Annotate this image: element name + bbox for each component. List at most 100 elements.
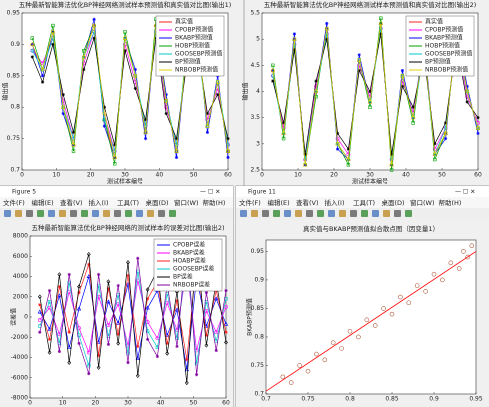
- toolbar-icon[interactable]: [328, 210, 335, 217]
- menu-item[interactable]: 帮助(H): [439, 198, 462, 207]
- marker: [87, 363, 91, 368]
- marker: [164, 332, 170, 337]
- menu-item[interactable]: 帮助(H): [203, 198, 226, 207]
- marker: [174, 149, 179, 154]
- toolbar-icon[interactable]: [361, 210, 368, 217]
- y-axis-label: 输出值: [2, 82, 10, 100]
- marker: [77, 291, 81, 295]
- toolbar-icon[interactable]: [169, 210, 176, 217]
- marker: [86, 274, 92, 278]
- marker: [77, 284, 81, 289]
- toolbar-icon[interactable]: [70, 210, 77, 217]
- menu-item[interactable]: 插入(I): [325, 198, 345, 207]
- menu-item[interactable]: 文件(F): [239, 198, 261, 207]
- marker: [115, 320, 121, 325]
- y-tick-label: -2000: [11, 334, 29, 341]
- window-controls[interactable]: — ☐ ✕: [200, 189, 220, 196]
- menu-item[interactable]: 桌面(D): [146, 198, 169, 207]
- y-tick-label: 8000: [13, 233, 28, 240]
- x-tick-label: 60: [224, 172, 232, 179]
- menu-item[interactable]: 窗口(W): [174, 198, 199, 207]
- menu-item[interactable]: 查看(V): [60, 198, 83, 207]
- toolbar-icon[interactable]: [295, 210, 302, 217]
- marker: [389, 162, 394, 167]
- toolbar-icon[interactable]: [240, 210, 247, 217]
- toolbar-icon[interactable]: [59, 210, 66, 217]
- toolbar-icon[interactable]: [92, 210, 99, 217]
- toolbar-icon[interactable]: [48, 210, 55, 217]
- toolbar-icon[interactable]: [372, 210, 379, 217]
- toolbar-icon[interactable]: [15, 210, 22, 217]
- marker: [145, 305, 150, 310]
- marker: [292, 42, 297, 47]
- toolbar-icon[interactable]: [26, 210, 33, 217]
- toolbar-icon[interactable]: [251, 210, 258, 217]
- marker: [223, 321, 229, 326]
- toolbar-icon[interactable]: [158, 210, 165, 217]
- menu-item[interactable]: 桌面(D): [382, 198, 405, 207]
- menu-item[interactable]: 工具(T): [353, 199, 375, 207]
- menu-item[interactable]: 工具(T): [117, 199, 139, 207]
- toolbar-icon[interactable]: [273, 210, 280, 217]
- marker: [30, 42, 34, 46]
- scatter-point: [456, 266, 462, 271]
- toolbar-icon[interactable]: [394, 210, 401, 217]
- menu-item[interactable]: 编辑(E): [268, 198, 290, 207]
- marker: [106, 342, 110, 346]
- toolbar-icon[interactable]: [136, 210, 143, 217]
- legend-label: HOABP误差: [173, 257, 206, 265]
- marker: [106, 279, 111, 284]
- marker: [281, 136, 286, 141]
- toolbar-icon[interactable]: [383, 210, 390, 217]
- menu-item[interactable]: 文件(F): [3, 198, 25, 207]
- marker: [214, 348, 218, 353]
- toolbar-icon[interactable]: [306, 210, 313, 217]
- marker: [325, 37, 329, 41]
- toolbar-icon[interactable]: [103, 210, 110, 217]
- toolbar-icon[interactable]: [114, 210, 121, 217]
- marker: [102, 124, 106, 128]
- marker: [336, 131, 340, 135]
- toolbar-icon[interactable]: [405, 210, 412, 217]
- y-tick-label: 6000: [13, 253, 28, 260]
- menu-item[interactable]: 窗口(W): [410, 198, 435, 207]
- marker: [411, 115, 416, 120]
- marker: [116, 341, 121, 346]
- scatter-point: [372, 323, 378, 328]
- legend-box: [153, 238, 223, 292]
- marker: [102, 111, 107, 116]
- toolbar-icon[interactable]: [81, 210, 88, 217]
- marker: [368, 105, 372, 109]
- toolbar-icon[interactable]: [147, 210, 154, 217]
- legend-label: CPOBP预测值: [425, 26, 463, 34]
- y-tick-label: 0.9: [10, 41, 20, 48]
- chart: 五种最新智能算法优化BP神经网络测试样本预测值和真实值对比图(输出2) 2.5 3 3…: [242, 0, 482, 186]
- marker: [67, 360, 72, 365]
- x-tick-label: 0.75: [301, 396, 315, 403]
- marker: [96, 365, 101, 370]
- toolbar-icon[interactable]: [37, 210, 44, 217]
- toolbar-icon[interactable]: [339, 210, 346, 217]
- toolbar-icon[interactable]: [262, 210, 269, 217]
- menu-item[interactable]: 查看(V): [296, 198, 319, 207]
- marker: [30, 42, 35, 47]
- menu-item[interactable]: 编辑(E): [32, 198, 54, 207]
- marker: [443, 131, 448, 136]
- window-controls[interactable]: — ☐ ✕: [455, 189, 475, 196]
- toolbar-icon[interactable]: [317, 210, 324, 217]
- y-tick-label: 4: [256, 88, 260, 95]
- marker: [204, 343, 209, 348]
- marker: [136, 256, 140, 260]
- toolbar-icon[interactable]: [350, 210, 357, 217]
- marker: [368, 89, 372, 94]
- menu-item[interactable]: 插入(I): [89, 198, 109, 207]
- toolbar-icon[interactable]: [284, 210, 291, 217]
- marker: [41, 80, 45, 84]
- title-bar: [236, 186, 489, 197]
- marker: [205, 111, 209, 116]
- toolbar-icon[interactable]: [125, 210, 132, 217]
- marker: [368, 100, 372, 104]
- marker: [400, 84, 404, 88]
- marker: [379, 16, 383, 20]
- toolbar-icon[interactable]: [4, 210, 11, 217]
